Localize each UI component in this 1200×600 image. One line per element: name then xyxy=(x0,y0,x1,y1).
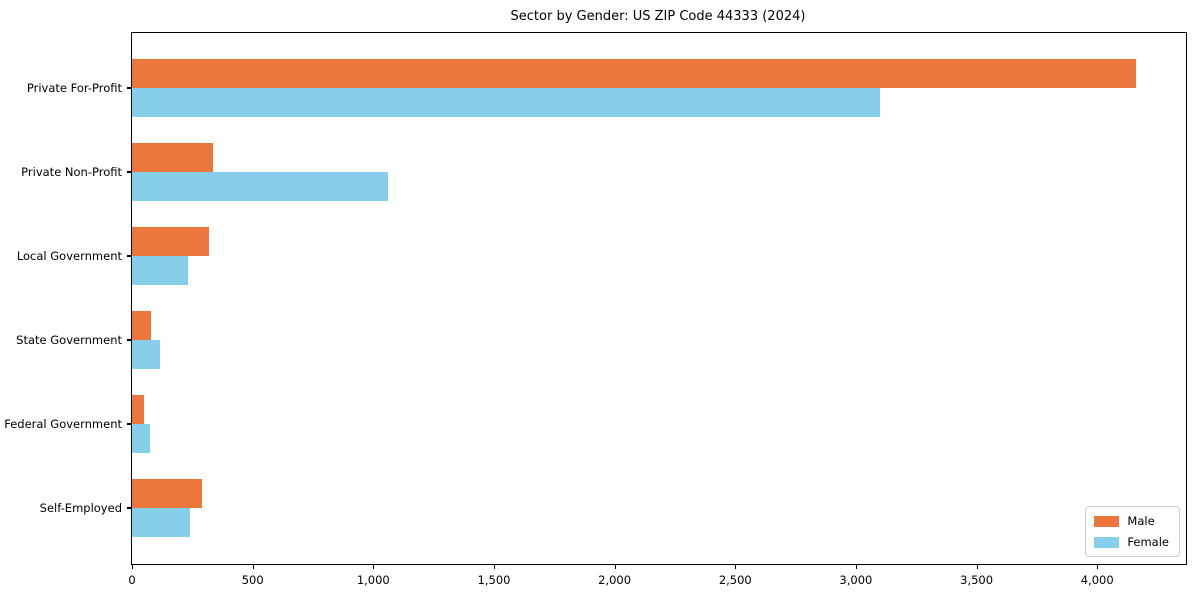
legend-entry-male: Male xyxy=(1094,514,1169,528)
bar-male-state-government xyxy=(132,311,152,340)
ytick-mark-local-government xyxy=(127,255,132,257)
xtick-mark-1000 xyxy=(373,564,375,569)
ytick-label-state-government: State Government xyxy=(16,333,122,347)
xtick-mark-1500 xyxy=(494,564,496,569)
ytick-label-private-for-profit: Private For-Profit xyxy=(26,81,122,95)
xtick-label-2500: 2,500 xyxy=(718,573,752,587)
legend-swatch-male xyxy=(1094,515,1120,527)
xtick-label-500: 500 xyxy=(241,573,264,587)
ytick-mark-private-non-profit xyxy=(127,171,132,173)
xtick-label-3500: 3,500 xyxy=(960,573,994,587)
xtick-mark-2500 xyxy=(735,564,737,569)
xtick-mark-0 xyxy=(132,564,134,569)
ytick-label-federal-government: Federal Government xyxy=(4,417,122,431)
ytick-label-private-non-profit: Private Non-Profit xyxy=(21,165,122,179)
ytick-mark-private-for-profit xyxy=(127,87,132,89)
bar-female-local-government xyxy=(132,256,188,285)
xtick-label-4000: 4,000 xyxy=(1080,573,1114,587)
legend-label-female: Female xyxy=(1127,535,1169,549)
bar-female-federal-government xyxy=(132,424,151,453)
xtick-mark-3500 xyxy=(976,564,978,569)
bar-female-state-government xyxy=(132,340,160,369)
bar-female-private-non-profit xyxy=(132,172,388,201)
ytick-mark-self-employed xyxy=(127,507,132,509)
xtick-mark-4000 xyxy=(1097,564,1099,569)
xtick-label-3000: 3,000 xyxy=(839,573,873,587)
bar-male-self-employed xyxy=(132,479,202,508)
ytick-label-local-government: Local Government xyxy=(16,249,122,263)
chart-title: Sector by Gender: US ZIP Code 44333 (202… xyxy=(510,9,806,24)
bar-male-private-for-profit xyxy=(132,59,1136,88)
legend: Male Female xyxy=(1085,506,1180,557)
bar-female-self-employed xyxy=(132,508,190,537)
ytick-label-self-employed: Self-Employed xyxy=(39,501,122,515)
legend-entry-female: Female xyxy=(1094,535,1169,549)
xtick-mark-3000 xyxy=(855,564,858,569)
bar-male-local-government xyxy=(132,227,210,256)
legend-swatch-female xyxy=(1094,536,1120,548)
legend-label-male: Male xyxy=(1127,514,1155,528)
ytick-mark-federal-government xyxy=(127,423,132,425)
plot-area: Male Female Private For-Profit Private Non… xyxy=(4,32,1187,587)
xtick-label-2000: 2,000 xyxy=(598,573,632,587)
ytick-mark-state-government xyxy=(127,339,132,341)
bar-male-private-non-profit xyxy=(132,143,213,172)
xtick-label-0: 0 xyxy=(128,573,136,587)
xtick-label-1000: 1,000 xyxy=(356,573,390,587)
xtick-label-1500: 1,500 xyxy=(477,573,511,587)
xtick-mark-2000 xyxy=(614,564,616,569)
xtick-mark-500 xyxy=(252,564,254,569)
bar-male-federal-government xyxy=(132,395,145,424)
bar-female-private-for-profit xyxy=(132,88,880,117)
